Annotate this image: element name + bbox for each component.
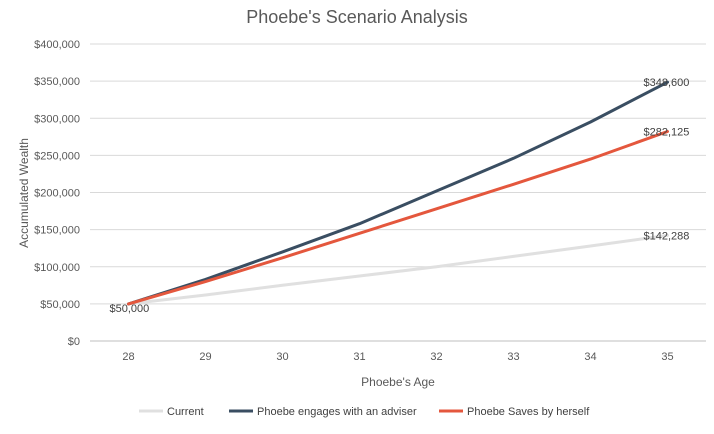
x-tick-label: 33 <box>507 351 519 363</box>
y-tick-label: $400,000 <box>34 39 80 51</box>
x-tick-label: 28 <box>122 351 134 363</box>
series-lines <box>127 80 669 306</box>
legend-label: Phoebe engages with an adviser <box>257 406 417 418</box>
y-tick-label: $200,000 <box>34 188 80 200</box>
y-tick-label: $350,000 <box>34 76 80 88</box>
y-axis-title: Accumulated Wealth <box>17 138 31 248</box>
y-axis-ticks: $0 $50,000 $100,000 $150,000 $200,000 $250,00… <box>34 39 80 348</box>
x-tick-label: 30 <box>276 351 288 363</box>
x-axis-ticks: 28 29 30 31 32 33 34 35 <box>122 351 673 363</box>
y-tick-label: $300,000 <box>34 113 80 125</box>
x-tick-label: 31 <box>353 351 365 363</box>
series-line-0 <box>127 233 669 306</box>
x-tick-label: 32 <box>430 351 442 363</box>
chart-title: Phoebe's Scenario Analysis <box>246 7 468 27</box>
y-tick-label: $100,000 <box>34 262 80 274</box>
x-tick-label: 34 <box>584 351 596 363</box>
legend-label: Current <box>167 406 204 418</box>
legend: Current Phoebe engages with an adviser Pho… <box>139 406 590 418</box>
y-tick-label: $0 <box>68 336 80 348</box>
series-line-1 <box>127 80 669 306</box>
end-value-label: $348,600 <box>644 77 690 89</box>
gridlines <box>90 43 706 342</box>
y-tick-label: $50,000 <box>40 299 80 311</box>
x-tick-label: 35 <box>661 351 673 363</box>
x-tick-label: 29 <box>199 351 211 363</box>
y-tick-label: $150,000 <box>34 225 80 237</box>
series-line-2 <box>127 130 669 306</box>
x-axis-title: Phoebe's Age <box>361 375 435 389</box>
data-labels: $142,288 $348,600 $282,125 $50,000 <box>110 77 690 315</box>
y-tick-label: $250,000 <box>34 150 80 162</box>
start-value-label: $50,000 <box>110 303 150 315</box>
end-value-label: $142,288 <box>644 230 690 242</box>
end-value-label: $282,125 <box>644 127 690 139</box>
legend-label: Phoebe Saves by herself <box>467 406 590 418</box>
